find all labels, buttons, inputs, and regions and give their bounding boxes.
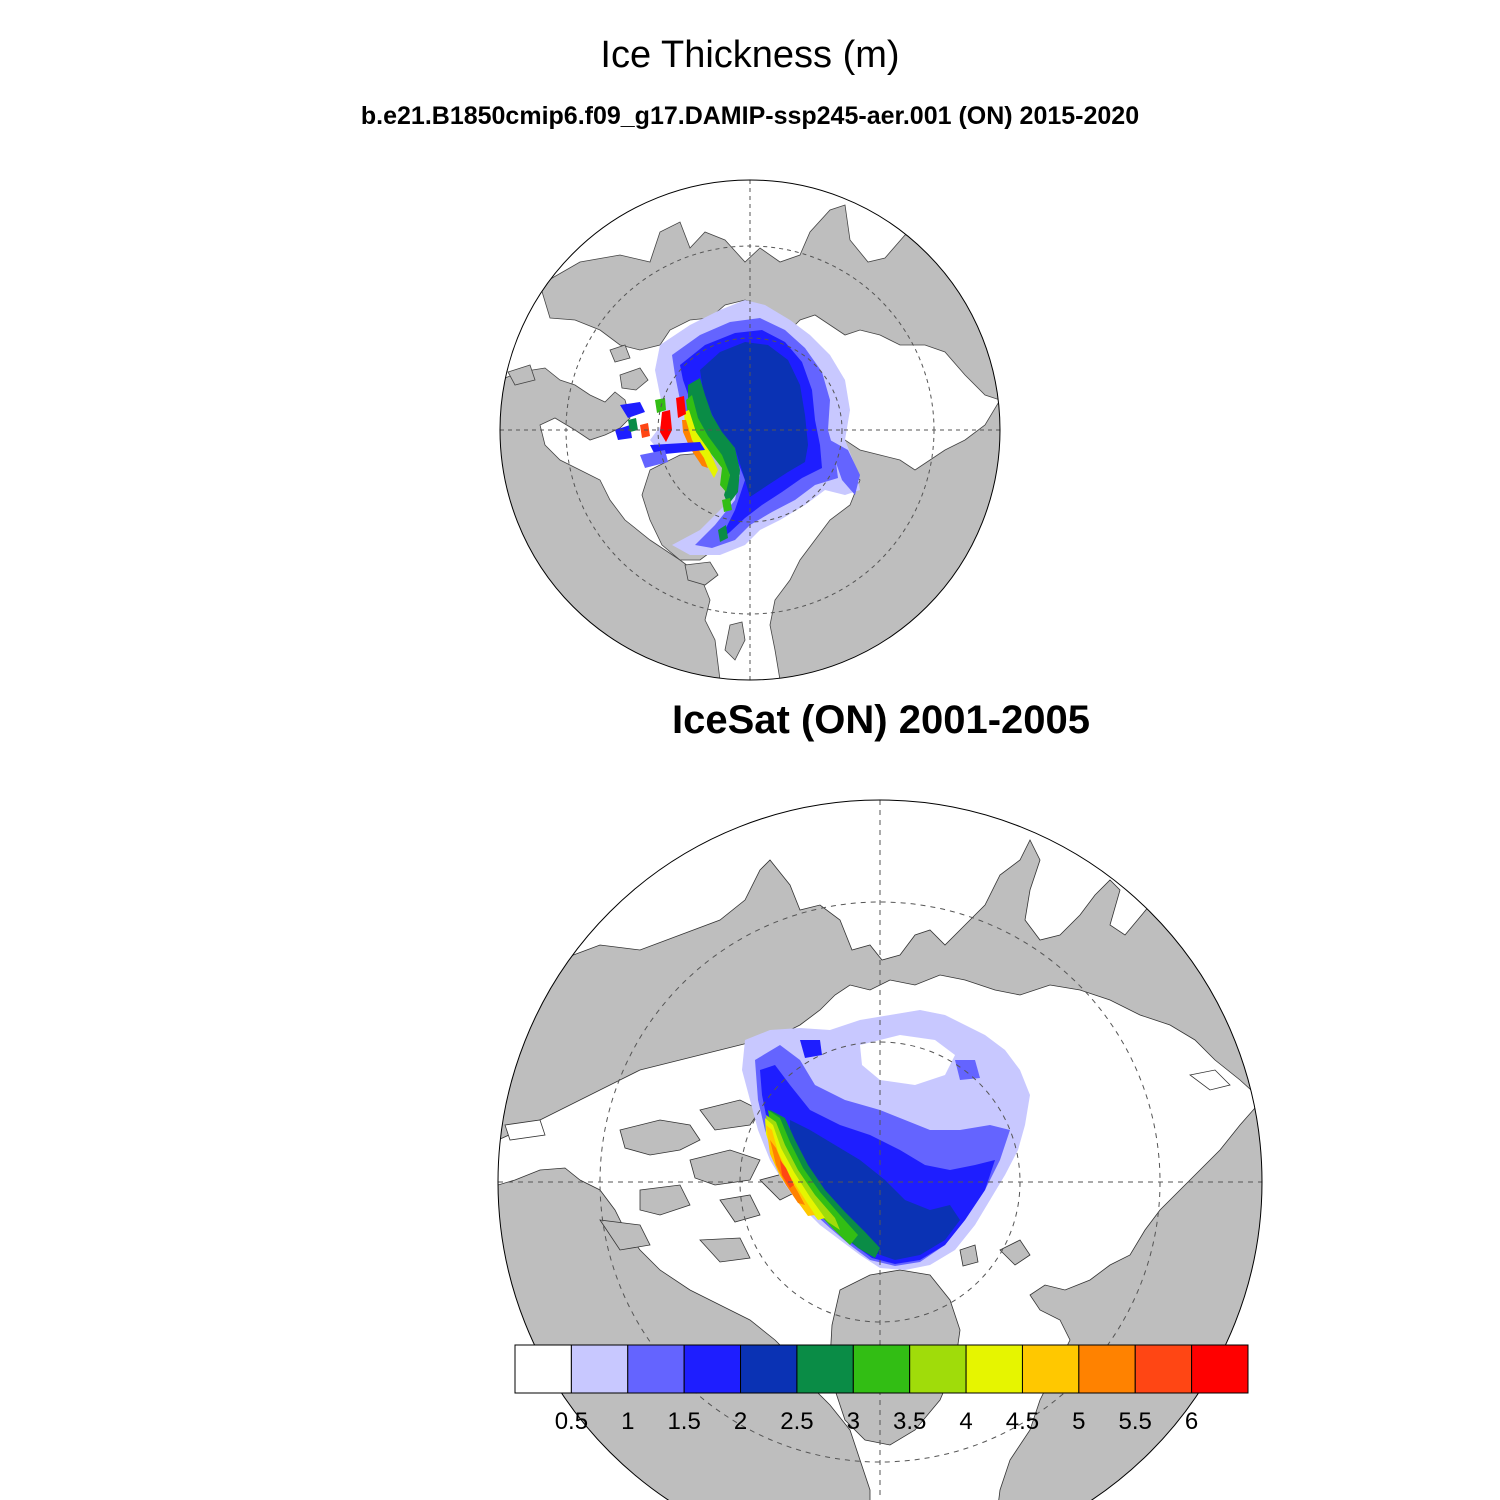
- colorbar-swatch: [909, 1344, 967, 1394]
- model-subtitle: b.e21.B1850cmip6.f09_g17.DAMIP-ssp245-ae…: [360, 102, 1140, 130]
- colorbar-label: 3.5: [893, 1408, 926, 1435]
- colorbar: 0.5 1 1.5 2 2.5 3 3.5 4 4.5 5 5.5 6: [514, 1344, 1249, 1435]
- colorbar-label: 5: [1072, 1408, 1085, 1435]
- colorbar-label: 1.5: [667, 1408, 700, 1435]
- colorbar-swatch: [1078, 1344, 1136, 1394]
- colorbar-label: 0.5: [555, 1408, 588, 1435]
- model-map: [500, 180, 1000, 680]
- figure-title: Ice Thickness (m): [600, 34, 900, 76]
- colorbar-label: 2: [734, 1408, 747, 1435]
- colorbar-label: 5.5: [1119, 1408, 1152, 1435]
- colorbar-swatch: [570, 1344, 629, 1394]
- colorbar-swatch: [965, 1344, 1023, 1394]
- graticule-bottom: [498, 800, 1262, 1500]
- colorbar-swatch: [740, 1344, 798, 1394]
- colorbar-swatch: [1021, 1344, 1080, 1394]
- model-map-border: [499, 179, 1001, 681]
- observation-title: IceSat (ON) 2001-2005: [671, 698, 1090, 742]
- colorbar-label: 4.5: [1006, 1408, 1039, 1435]
- colorbar-label: 6: [1185, 1408, 1198, 1435]
- colorbar-label: 1: [621, 1408, 634, 1435]
- observation-map-border: [497, 799, 1263, 1500]
- observation-map: [498, 800, 1262, 1500]
- colorbar-swatch: [1191, 1344, 1249, 1394]
- colorbar-swatch: [796, 1344, 854, 1394]
- colorbar-swatch: [514, 1344, 572, 1394]
- colorbar-label: 2.5: [780, 1408, 813, 1435]
- sea-ice-observation: [742, 1010, 1030, 1270]
- colorbar-swatch: [1134, 1344, 1193, 1394]
- graticule-top: [500, 180, 1000, 680]
- colorbar-label: 3: [847, 1408, 860, 1435]
- colorbar-swatch: [852, 1344, 911, 1394]
- sea-ice-model: [615, 300, 860, 555]
- colorbar-label: 4: [959, 1408, 972, 1435]
- colorbar-swatch: [627, 1344, 685, 1394]
- colorbar-swatch: [683, 1344, 742, 1394]
